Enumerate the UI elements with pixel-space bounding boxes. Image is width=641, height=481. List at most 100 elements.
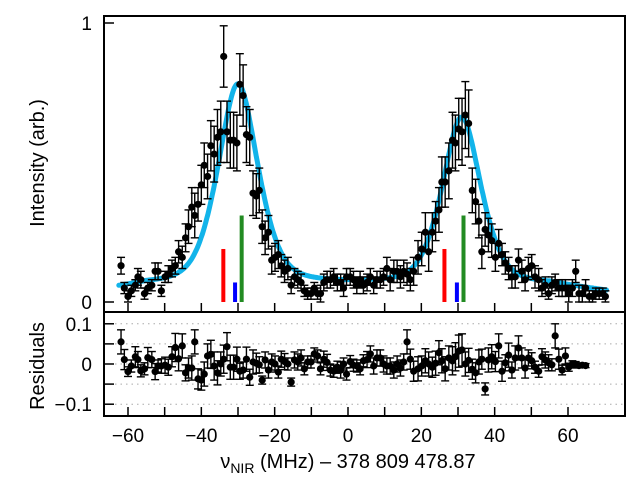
residual-marker (242, 355, 251, 363)
main-y-ticks: 01 (81, 14, 114, 314)
residual-marker (188, 364, 196, 372)
data-point (468, 167, 477, 214)
data-point (386, 267, 395, 292)
residual-marker (535, 367, 543, 375)
residual-point (494, 333, 503, 359)
data-point (255, 167, 264, 214)
data-marker (340, 284, 348, 292)
stick-line-blue (454, 282, 459, 302)
data-marker (127, 287, 135, 295)
fit-curve (116, 81, 609, 293)
data-marker (120, 284, 128, 292)
data-marker (406, 276, 414, 284)
x-axis-label: νNIR (MHz) – 378 809 478.87 (220, 451, 475, 476)
residual-y-ticks: 0.1 0 −0.1 (54, 315, 114, 416)
data-marker (239, 91, 247, 100)
data-marker (197, 181, 205, 189)
data-marker (246, 133, 254, 141)
data-marker (297, 278, 305, 287)
data-marker (379, 273, 388, 281)
data-marker (465, 119, 473, 128)
residual-marker (178, 342, 186, 350)
data-marker (157, 287, 165, 295)
residual-marker (558, 366, 566, 374)
residual-marker (148, 355, 156, 364)
residual-point (342, 367, 351, 381)
data-marker (117, 262, 125, 270)
data-marker (261, 234, 269, 242)
data-marker (572, 267, 580, 275)
residual-point (287, 377, 296, 387)
data-marker (396, 273, 405, 281)
residual-marker (171, 343, 179, 352)
data-point (414, 239, 423, 275)
residual-point (561, 347, 570, 365)
residual-marker (287, 378, 295, 386)
residual-marker (255, 361, 263, 369)
residual-point (300, 362, 309, 376)
data-marker (461, 111, 469, 119)
residual-marker (505, 351, 513, 359)
data-marker (578, 290, 586, 298)
data-marker (541, 281, 549, 289)
residual-point (504, 342, 513, 368)
residual-marker (191, 338, 199, 346)
data-point (206, 119, 215, 172)
residual-marker (127, 362, 135, 370)
x-axis-label-rest: (MHz) – 378 809 478.87 (254, 451, 475, 473)
data-marker (356, 276, 364, 284)
data-marker (207, 142, 215, 150)
residual-point (477, 348, 486, 370)
residual-marker (451, 353, 460, 361)
fit-curve-group (116, 81, 609, 293)
residual-panel: −60 −40 −20 0 20 40 60 0.1 0 −0.1 Residuals νNIR… (27, 311, 626, 476)
main-y-tick-label: 0 (81, 293, 92, 314)
residual-marker (472, 369, 480, 377)
data-marker (203, 172, 212, 181)
residual-point (581, 362, 590, 370)
data-marker (565, 290, 573, 298)
data-point (339, 278, 348, 298)
data-marker (223, 128, 231, 136)
data-point (461, 80, 470, 150)
data-marker (154, 267, 162, 275)
data-point (363, 273, 372, 292)
residual-marker (300, 365, 308, 373)
data-point (277, 253, 286, 278)
residual-marker (230, 363, 238, 371)
data-points-group (117, 25, 610, 303)
residual-point (187, 355, 196, 381)
data-marker (582, 284, 590, 292)
residual-marker (465, 356, 473, 364)
residual-marker (432, 359, 440, 367)
data-point (564, 284, 573, 303)
residual-marker (491, 357, 499, 366)
data-point (464, 89, 473, 158)
residual-marker (233, 355, 241, 363)
residual-point (283, 357, 292, 371)
residual-marker (438, 357, 446, 365)
data-marker (414, 253, 422, 261)
residual-point (200, 361, 209, 387)
data-point (393, 259, 402, 284)
residual-marker (555, 355, 563, 363)
data-marker (393, 267, 401, 275)
residual-marker (403, 338, 411, 346)
data-marker (370, 281, 378, 289)
data-point (448, 111, 457, 169)
residual-marker (140, 365, 149, 373)
data-marker (181, 234, 190, 242)
residual-marker (220, 355, 228, 363)
stick-lines-group (221, 215, 466, 302)
residual-y-tick-label: −0.1 (54, 395, 92, 416)
residual-marker (134, 355, 142, 364)
data-point (203, 153, 212, 200)
data-marker (475, 217, 483, 225)
data-point (283, 256, 292, 281)
residual-marker (313, 352, 322, 360)
residual-marker (316, 365, 325, 373)
residual-marker (441, 365, 449, 373)
data-point (174, 239, 183, 264)
residual-y-axis-label: Residuals (27, 322, 49, 410)
residual-marker (168, 353, 176, 361)
